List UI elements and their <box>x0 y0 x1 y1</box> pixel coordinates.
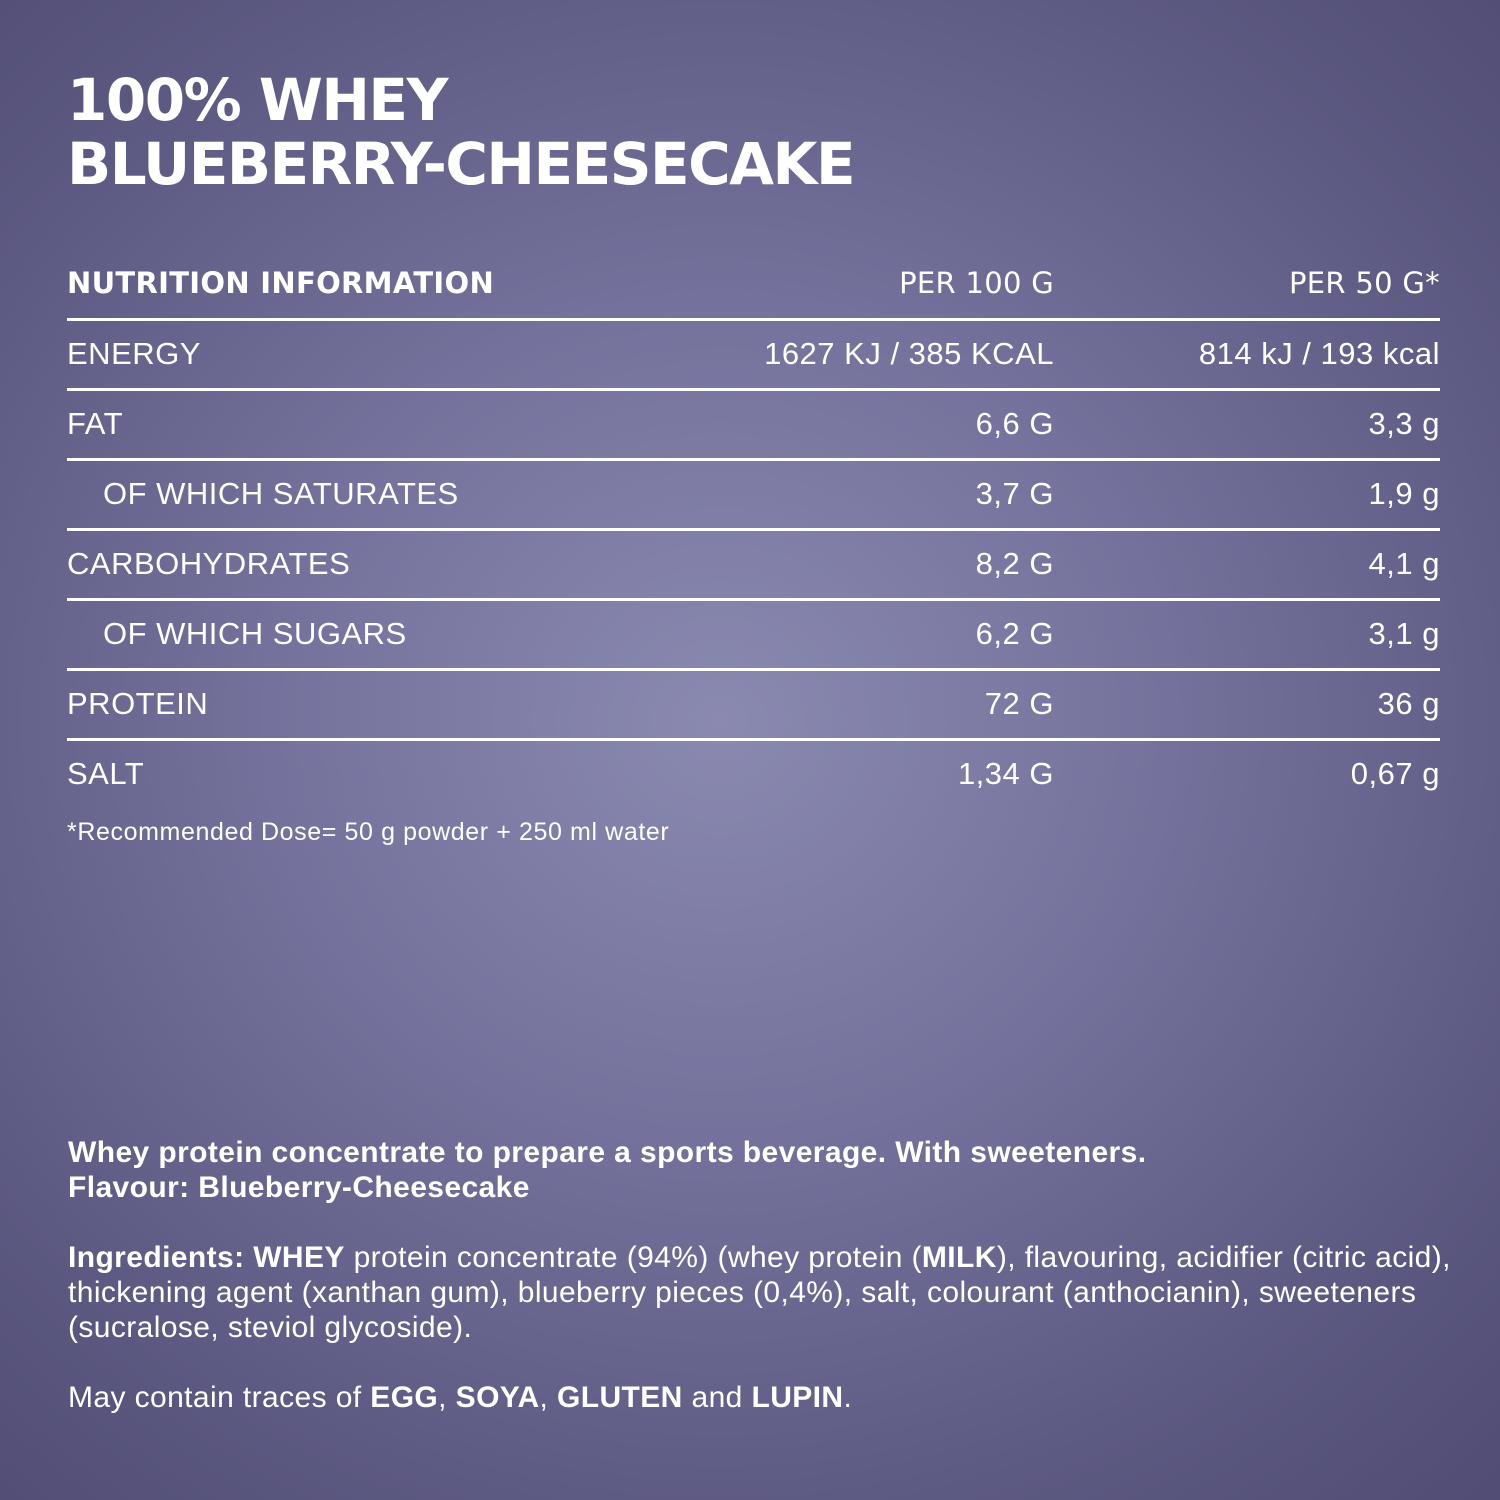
table-row-sugars: OF WHICH SUGARS 6,2 G 3,1 g <box>67 601 1440 671</box>
allergen-soya: SOYA <box>455 1381 540 1414</box>
nutrition-table-header: NUTRITION INFORMATION PER 100 G PER 50 G… <box>67 250 1440 321</box>
row-value-per-50g: 0,67 g <box>1350 756 1440 791</box>
row-value-per-50g: 3,1 g <box>1368 616 1440 651</box>
ingredients-text: ), flavouring, acidifier (citric acid), … <box>68 1241 1451 1344</box>
row-value-per-100g: 1,34 G <box>957 756 1054 791</box>
row-value-per-50g: 4,1 g <box>1368 546 1440 581</box>
nutrition-table: NUTRITION INFORMATION PER 100 G PER 50 G… <box>67 250 1440 811</box>
row-value-per-100g: 8,2 G <box>975 546 1054 581</box>
table-row-fat: FAT 6,6 G 3,3 g <box>67 391 1440 461</box>
traces-separator: and <box>682 1381 752 1414</box>
table-row-protein: PROTEIN 72 G 36 g <box>67 671 1440 741</box>
traces-paragraph: May contain traces of EGG, SOYA, GLUTEN … <box>68 1380 1468 1415</box>
description-line1: Whey protein concentrate to prepare a sp… <box>68 1136 1147 1169</box>
header-per-100g: PER 100 G <box>899 266 1054 300</box>
allergen-lupin: LUPIN <box>751 1381 844 1414</box>
row-label: OF WHICH SATURATES <box>103 476 459 511</box>
table-row-saturates: OF WHICH SATURATES 3,7 G 1,9 g <box>67 461 1440 531</box>
table-row-salt: SALT 1,34 G 0,67 g <box>67 741 1440 811</box>
table-row-energy: ENERGY 1627 KJ / 385 KCAL 814 kJ / 193 k… <box>67 321 1440 391</box>
allergen-whey: WHEY <box>253 1241 345 1274</box>
allergen-milk: MILK <box>921 1241 997 1274</box>
row-value-per-100g: 6,2 G <box>975 616 1054 651</box>
ingredients-label: Ingredients: <box>68 1241 254 1274</box>
row-label: CARBOHYDRATES <box>67 546 351 581</box>
product-title: 100% WHEY BLUEBERRY-CHEESECAKE <box>67 66 856 198</box>
row-label: PROTEIN <box>67 686 209 721</box>
header-label: NUTRITION INFORMATION <box>67 266 495 300</box>
row-value-per-50g: 36 g <box>1377 686 1440 721</box>
row-value-per-100g: 6,6 G <box>975 406 1054 441</box>
table-row-carbohydrates: CARBOHYDRATES 8,2 G 4,1 g <box>67 531 1440 601</box>
ingredients-text: protein concentrate (94%) (whey protein … <box>344 1241 922 1274</box>
row-label: SALT <box>67 756 145 791</box>
product-description: Whey protein concentrate to prepare a sp… <box>68 1135 1468 1205</box>
description-flavour: Flavour: Blueberry-Cheesecake <box>68 1171 530 1204</box>
row-label: FAT <box>67 406 124 441</box>
row-value-per-100g: 1627 KJ / 385 KCAL <box>764 336 1054 371</box>
product-title-line2: BLUEBERRY-CHEESECAKE <box>67 130 856 198</box>
row-value-per-50g: 814 kJ / 193 kcal <box>1198 336 1440 371</box>
traces-separator: , <box>438 1381 456 1414</box>
traces-suffix: . <box>843 1381 853 1414</box>
row-label: ENERGY <box>67 336 201 371</box>
allergen-gluten: GLUTEN <box>557 1381 683 1414</box>
row-label: OF WHICH SUGARS <box>103 616 407 651</box>
row-value-per-100g: 72 G <box>984 686 1054 721</box>
header-per-50g: PER 50 G* <box>1289 266 1440 300</box>
traces-separator: , <box>539 1381 558 1414</box>
recommended-dose-footnote: *Recommended Dose= 50 g powder + 250 ml … <box>67 818 670 846</box>
allergen-egg: EGG <box>370 1381 439 1414</box>
traces-prefix: May contain traces of <box>68 1381 371 1414</box>
row-value-per-50g: 1,9 g <box>1368 476 1440 511</box>
row-value-per-50g: 3,3 g <box>1368 406 1440 441</box>
ingredients-paragraph: Ingredients: WHEY protein concentrate (9… <box>68 1240 1468 1345</box>
row-value-per-100g: 3,7 G <box>975 476 1054 511</box>
product-title-line1: 100% WHEY <box>67 66 449 134</box>
